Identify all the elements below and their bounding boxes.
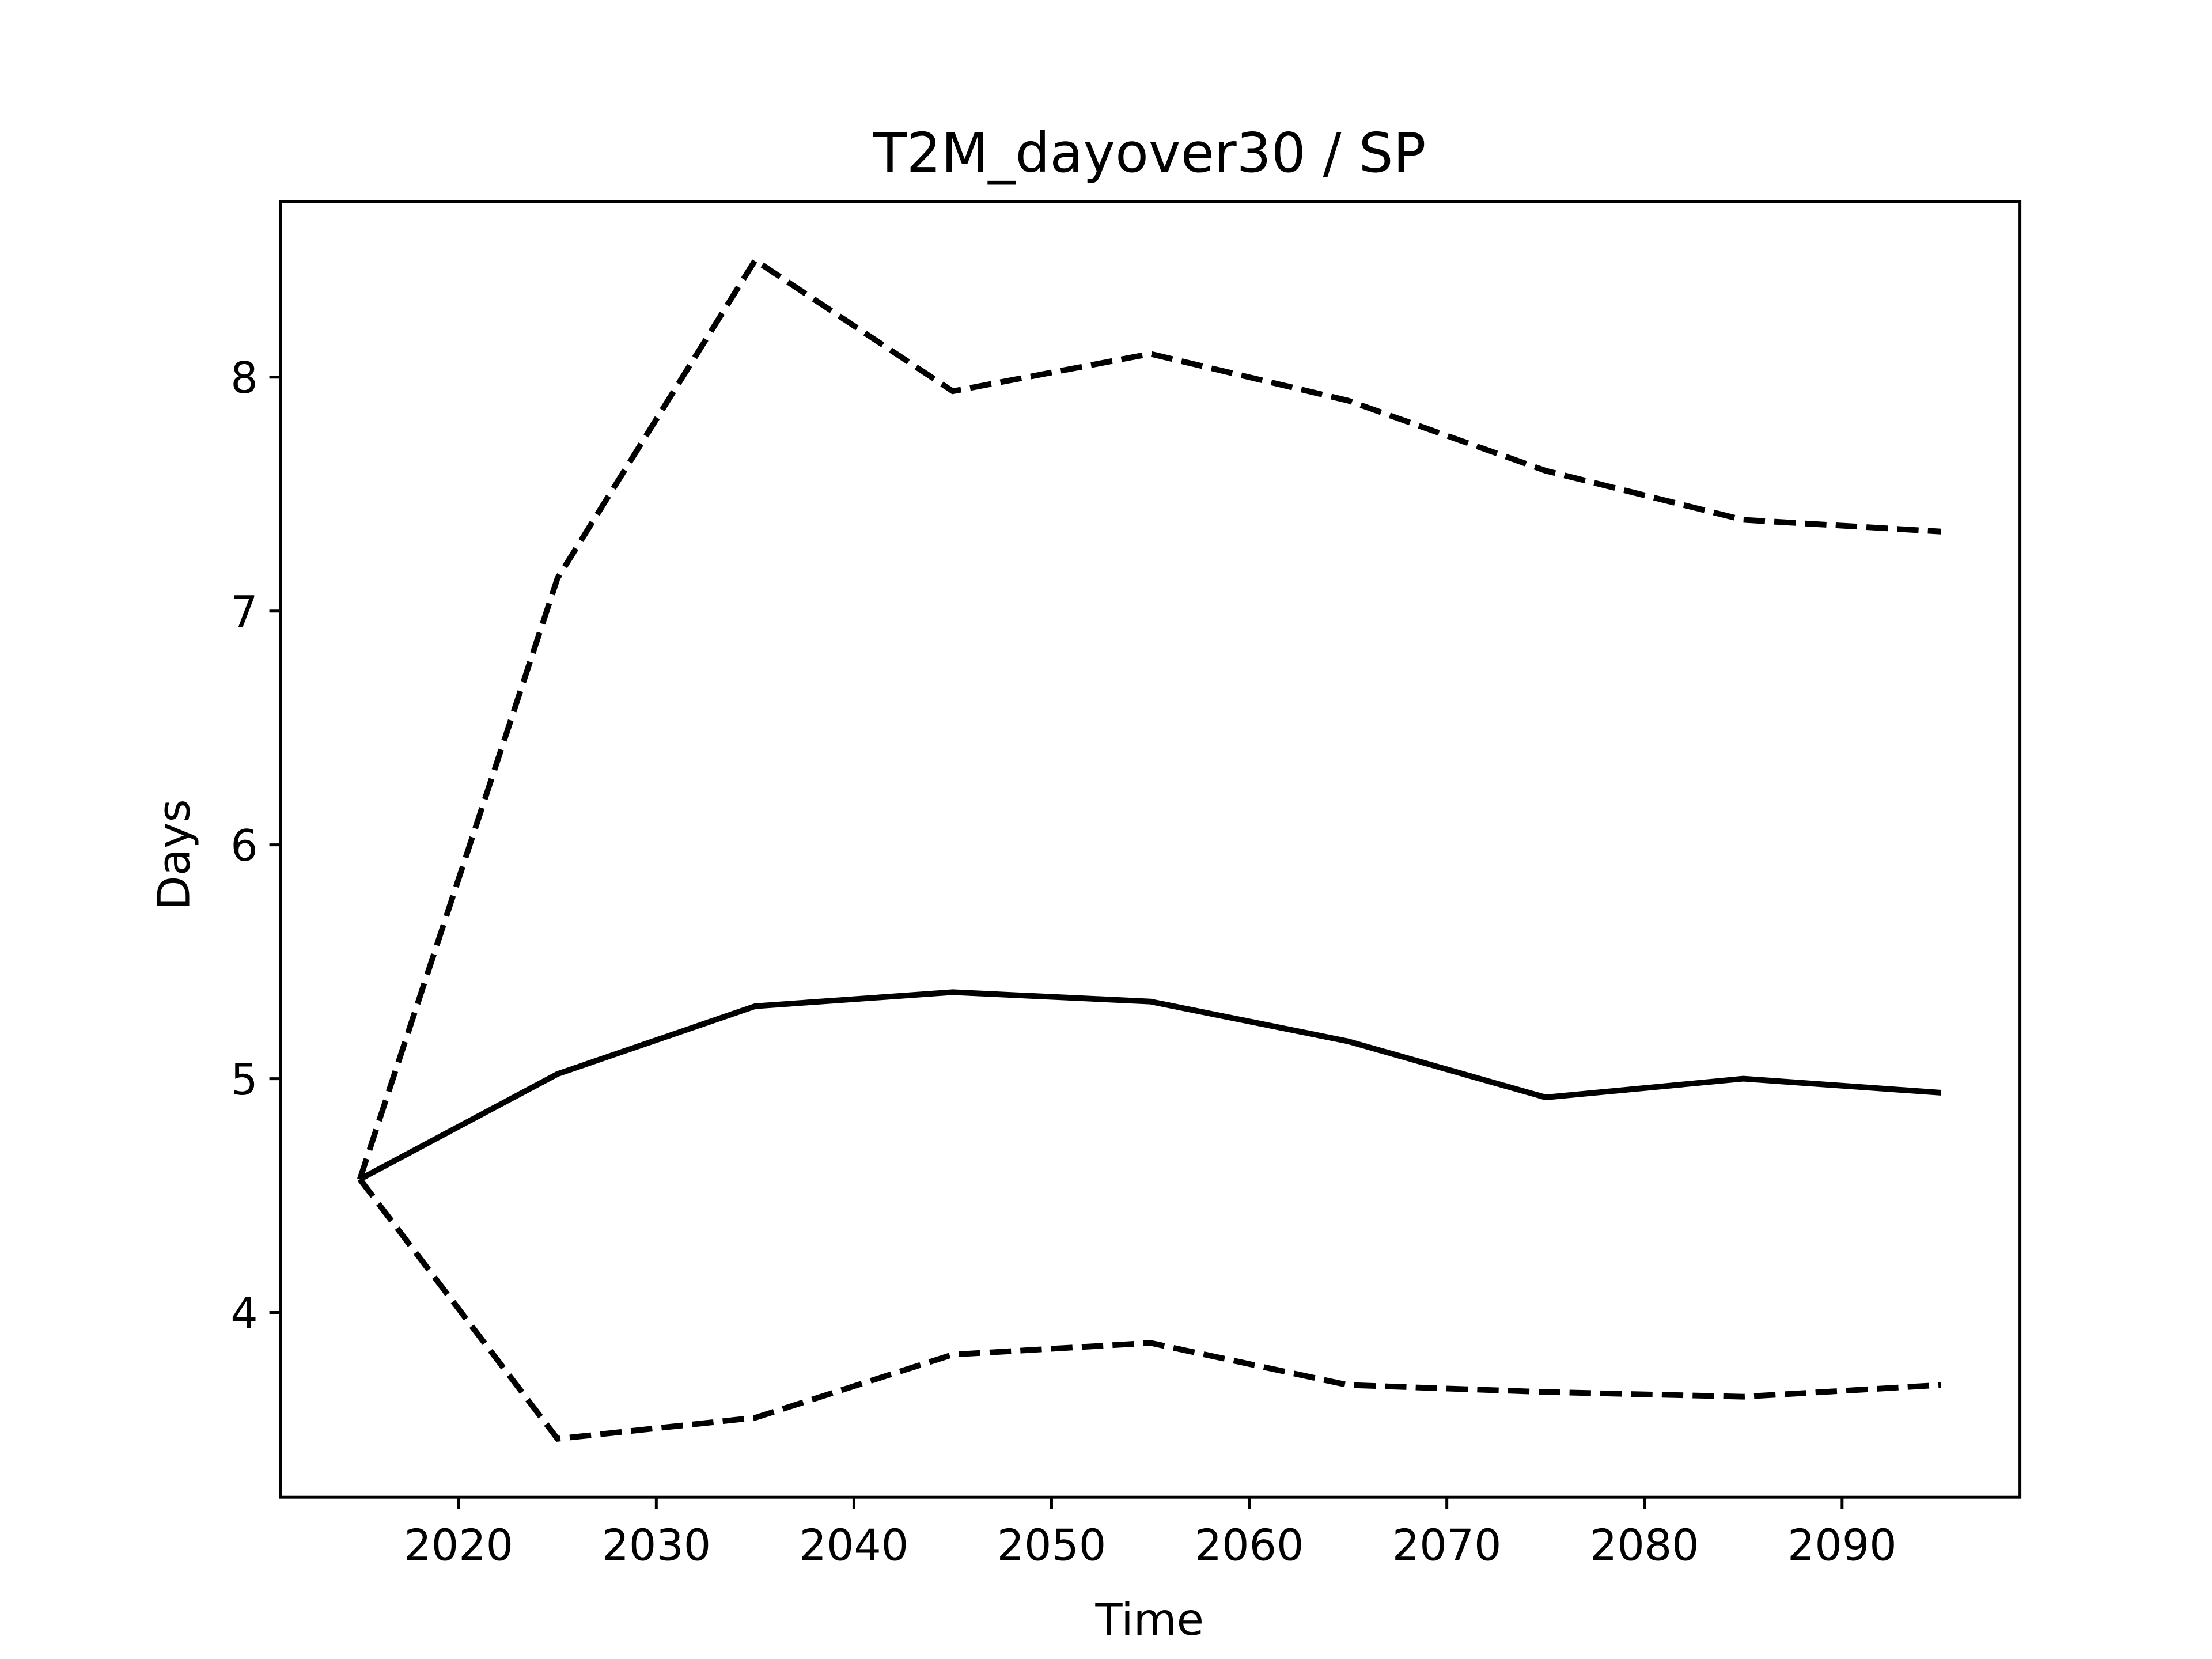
y-tick-label: 7 xyxy=(230,587,257,637)
y-tick-label: 4 xyxy=(230,1289,257,1339)
x-tick-label: 2090 xyxy=(1787,1521,1897,1571)
x-tick-label: 2040 xyxy=(800,1521,909,1571)
series-line xyxy=(358,989,1941,1182)
x-tick-label: 2050 xyxy=(997,1521,1107,1571)
x-tick-label: 2020 xyxy=(404,1521,513,1571)
plot-frame xyxy=(279,200,2022,1499)
chart-title: T2M_dayover30 / SP xyxy=(873,122,1426,185)
x-tick-label: 2080 xyxy=(1590,1521,1699,1571)
y-tick-label: 8 xyxy=(230,353,257,403)
y-axis-label: Days xyxy=(148,799,200,910)
series-line xyxy=(357,1177,1941,1442)
y-tick-label: 6 xyxy=(230,821,257,871)
x-tick-label: 2070 xyxy=(1392,1521,1502,1571)
x-tick-label: 2060 xyxy=(1195,1521,1304,1571)
y-tick-label: 5 xyxy=(230,1055,257,1105)
x-axis-label: Time xyxy=(1095,1594,1204,1646)
x-tick-label: 2030 xyxy=(601,1521,711,1571)
series-line xyxy=(357,256,1941,1180)
